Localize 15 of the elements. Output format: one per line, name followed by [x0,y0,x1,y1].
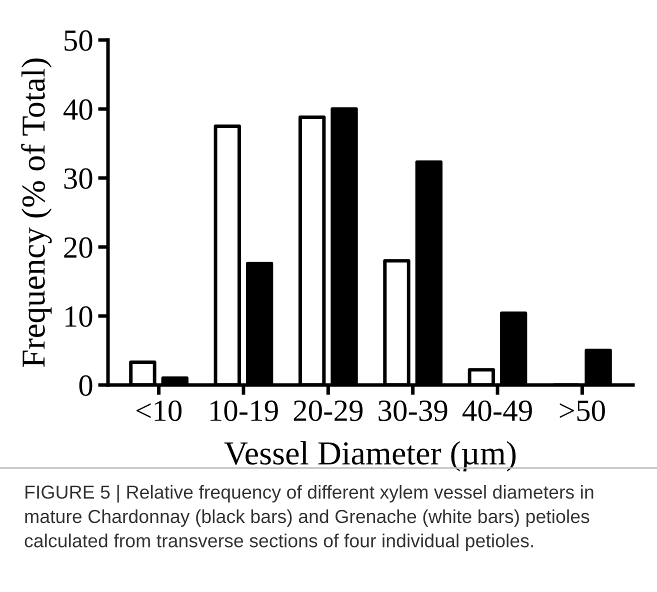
x-tick-label: <10 [136,400,182,422]
x-tick-label: 20-29 [294,400,363,422]
y-tick-label: 20 [64,237,92,258]
x-tick-label: >50 [560,400,605,422]
x-tick-label: 30-39 [378,400,448,422]
y-tick-label: 10 [66,306,92,327]
y-tick-label: 30 [64,168,92,189]
y-tick-label: 40 [63,99,92,120]
y-tick-label: 50 [64,30,92,51]
x-tick-label: 10-19 [210,400,278,422]
x-axis-title: Vessel Diameter (µm) [224,441,516,472]
x-tick-label: 40-49 [462,400,532,422]
y-tick-label: 0 [79,375,92,396]
y-axis-title: Frequency (% of Total) [21,58,52,367]
caption: FIGURE 5 | Relative frequency of different xylem vessel diameters in mature Chardonnay (black bars) and Grenache (white bars) petioles calculated from transverse sections of four individual petioles. [24,485,594,552]
